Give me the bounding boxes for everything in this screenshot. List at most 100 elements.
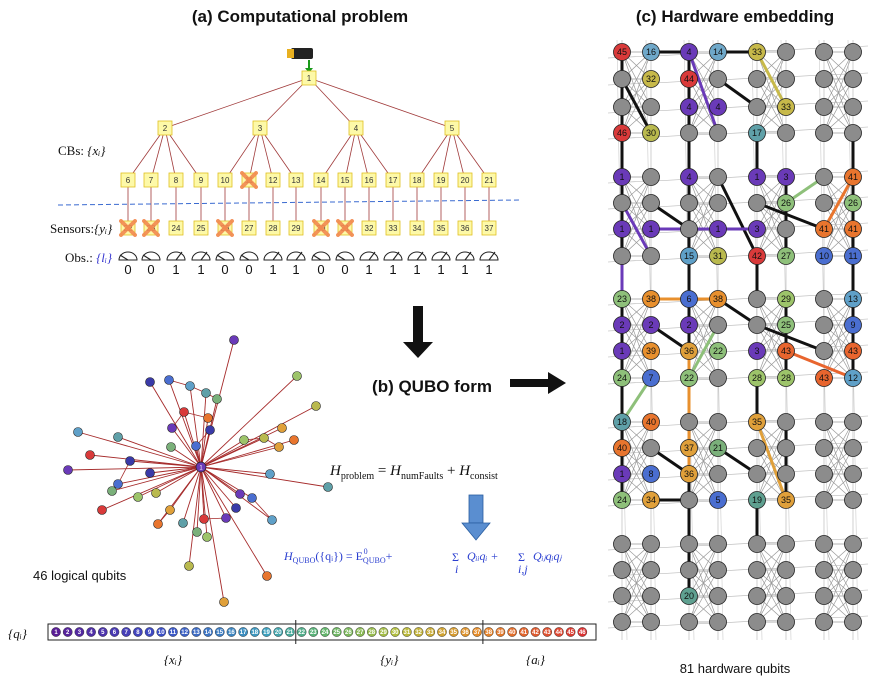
hardware-qubit-active (844, 369, 862, 387)
meter-needle (464, 251, 472, 261)
graph-edge (67, 466, 202, 471)
coupler (823, 569, 854, 623)
logical-qubit-node (113, 479, 123, 489)
hardware-qubit-active (642, 290, 660, 308)
svg-text:i,j: i,j (518, 562, 528, 576)
fault-cross (142, 219, 160, 237)
battery-icon (291, 48, 313, 59)
hardware-qubit (709, 465, 727, 483)
strip-qubit-number: 43 (544, 630, 551, 636)
h-qubo-equation: HQUBO({qᵢ}) = EQUBO0 + Σ i Qᵢᵢqᵢ + Σ i,j … (283, 547, 563, 576)
qubo-down-arrow-icon (461, 494, 491, 541)
qubit-chain (756, 201, 825, 231)
hardware-qubit-label: 1 (754, 172, 759, 182)
meter-arc (383, 251, 403, 261)
meter-icon (359, 251, 379, 261)
hardware-qubit-active (680, 168, 698, 186)
meter-icon (311, 251, 331, 261)
meter-icon (239, 251, 259, 261)
colored-qubit-chain (785, 349, 854, 380)
strip-qubit (62, 627, 73, 637)
strip-qubit (448, 627, 459, 637)
cb-node-label: 17 (389, 176, 398, 185)
hardware-qubit (815, 439, 833, 457)
hardware-qubit-active (777, 98, 795, 116)
hardware-qubit (748, 290, 766, 308)
cb-node (265, 172, 281, 188)
strip-qubit (331, 627, 342, 637)
hardware-qubit-active (815, 247, 833, 265)
hardware-qubit-active (844, 220, 862, 238)
strip-group-label: {xᵢ} (164, 652, 183, 667)
hardware-qubit-label: 19 (752, 495, 762, 505)
hardware-qubit (613, 613, 631, 631)
meter-icon (455, 251, 475, 261)
coupler (756, 51, 787, 134)
strip-qubit (437, 627, 447, 637)
strip-qubit-number: 20 (275, 630, 282, 636)
hardware-qubit-label: 8 (648, 469, 653, 479)
strip-qubit (203, 627, 213, 637)
hardware-qubit (777, 70, 795, 88)
hardware-qubit-label: 17 (752, 128, 762, 138)
hardware-qubit (680, 535, 698, 553)
coupler (823, 447, 854, 501)
logical-qubit-node (133, 492, 143, 502)
sensor-node-label: 37 (485, 224, 494, 233)
strip-qubit-number: 23 (310, 630, 317, 636)
hardware-qubit-active (777, 342, 795, 360)
meter-needle (336, 254, 346, 261)
coupler (823, 543, 854, 623)
coupler (823, 298, 854, 352)
hardware-qubit (844, 413, 862, 431)
sensor-node (457, 220, 473, 236)
strip-qubit (355, 627, 365, 637)
observation-value: 0 (147, 262, 154, 277)
logical-qubit-node (179, 407, 189, 417)
observation-value: 0 (124, 262, 131, 277)
hardware-qubit (680, 491, 698, 509)
strip-qubit-number: 4 (89, 630, 93, 636)
graph-edge (170, 446, 202, 468)
coupler (823, 421, 854, 501)
hardware-qubit-label: 1 (619, 224, 624, 234)
svg-text:Qᵢⱼqᵢqⱼ: Qᵢⱼqᵢqⱼ (533, 549, 563, 563)
hardware-qubit-active (642, 491, 660, 509)
hardware-qubit (777, 587, 795, 605)
strip-qubit (144, 627, 155, 637)
coupler (823, 78, 854, 134)
graph-edge (200, 375, 298, 468)
coupler (756, 569, 787, 623)
hardware-qubit-label: 39 (646, 346, 656, 356)
cb-node-label: 21 (485, 176, 494, 185)
logical-qubit-node (73, 427, 83, 437)
graph-edge (111, 466, 202, 492)
hardware-qubit (680, 194, 698, 212)
cb-node-label: 19 (437, 176, 446, 185)
strip-qubit-number: 34 (439, 630, 446, 636)
hardware-qubit (815, 535, 833, 553)
qubit-chain (756, 323, 825, 353)
colored-qubit-chain (687, 51, 720, 134)
hardware-qubit-active (642, 342, 660, 360)
strip-qubit-number: 24 (322, 630, 329, 636)
logical-qubit-node (185, 381, 195, 391)
hardware-qubit-label: 29 (781, 294, 791, 304)
logical-qubit-node (166, 442, 176, 452)
sensor-node (193, 220, 209, 236)
meter-arc (191, 251, 211, 261)
hardware-qubit-label: 32 (646, 74, 656, 84)
hardware-qubit (748, 535, 766, 553)
strip-qubit-number: 33 (427, 630, 434, 636)
strip-qubit-number: 8 (136, 630, 140, 636)
hardware-qubit (815, 290, 833, 308)
colored-qubit-chain (687, 324, 720, 379)
meter-needle (216, 254, 226, 261)
graph-edge (117, 466, 202, 485)
cb-node-label: 6 (126, 176, 131, 185)
graph-edge (149, 466, 202, 474)
tree-edge (164, 127, 202, 181)
logical-qubit-node (199, 514, 209, 524)
graph-edge (200, 417, 209, 468)
hardware-qubit (844, 98, 862, 116)
